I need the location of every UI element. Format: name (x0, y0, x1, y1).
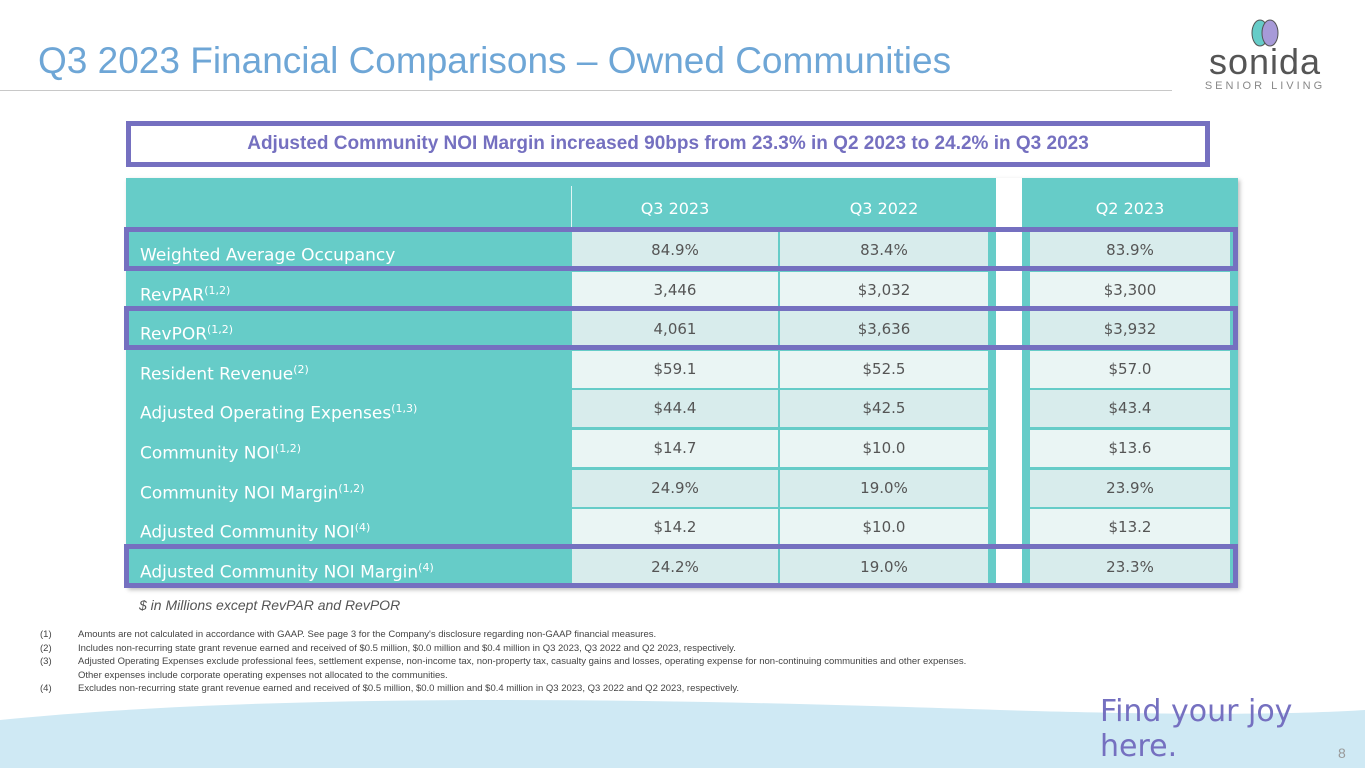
row-value: 4,061 (572, 311, 778, 349)
row-value: $3,032 (780, 271, 988, 309)
row-value: $3,300 (1030, 271, 1230, 309)
footnotes: (1) Amounts are not calculated in accorda… (40, 628, 966, 696)
table-row: Community NOI Margin(1,2) 24.9% 19.0% 23.9% (126, 469, 1238, 508)
column-gap (996, 178, 1022, 230)
column-gap (996, 230, 1022, 588)
footnote: (4) Excludes non-recurring state grant re… (40, 683, 739, 695)
row-label: RevPOR(1,2) (140, 323, 234, 345)
header-q3-2023: Q3 2023 (640, 199, 710, 218)
footnote: (3) Adjusted Operating Expenses exclude p… (40, 656, 967, 668)
leaf-icon (1251, 19, 1279, 47)
comparison-table: Q3 2023 Q3 2022 Q2 2023 Weighted Average… (126, 178, 1238, 588)
row-value: $52.5 (780, 350, 988, 388)
row-value: 19.0% (780, 469, 988, 507)
row-highlight-box (124, 227, 1238, 271)
background-wave (0, 700, 1365, 768)
row-value: $13.2 (1030, 509, 1230, 547)
table-row: Resident Revenue(2) $59.1 $52.5 $57.0 (126, 350, 1238, 389)
row-label: Community NOI Margin(1,2) (140, 481, 365, 504)
footnote: (2) Includes non-recurring state grant re… (40, 642, 736, 654)
row-value: 23.9% (1030, 469, 1230, 507)
row-value: 84.9% (572, 232, 778, 269)
title-divider (0, 90, 1172, 91)
row-value: $3,932 (1030, 311, 1230, 349)
row-label: Weighted Average Occupancy (140, 245, 396, 266)
row-value: $3,636 (780, 311, 988, 349)
header-divider (571, 186, 572, 230)
row-value: $14.7 (572, 430, 778, 467)
table-row: Community NOI(1,2) $14.7 $10.0 $13.6 (126, 430, 1238, 468)
row-value: $44.4 (572, 390, 778, 428)
row-value: $13.6 (1030, 430, 1230, 467)
sonida-logo: sonida SENIOR LIVING (1200, 18, 1330, 103)
row-label: Resident Revenue(2) (140, 362, 309, 385)
row-value: 3,446 (572, 271, 778, 309)
table-row: Adjusted Operating Expenses(1,3) $44.4 $42… (126, 390, 1238, 428)
row-value: $43.4 (1030, 390, 1230, 428)
row-highlight-box (124, 543, 1238, 588)
units-note: $ in Millions except RevPAR and RevPOR (139, 597, 401, 613)
row-value: 83.9% (1030, 232, 1230, 269)
row-value: 23.3% (1030, 548, 1230, 586)
table-row: Adjusted Community NOI Margin(4) 24.2% 19.… (126, 548, 1238, 587)
table-row: Weighted Average Occupancy 84.9% 83.4% 83.9… (126, 232, 1238, 270)
row-label: Adjusted Community NOI Margin(4) (140, 560, 434, 583)
row-label: RevPAR(1,2) (140, 283, 231, 306)
tagline: Find your joy here. (1100, 694, 1293, 764)
row-value: $10.0 (780, 430, 988, 467)
footnote: (1) Amounts are not calculated in accorda… (40, 629, 657, 640)
footnote: Other expenses include corporate operati… (78, 669, 448, 681)
row-value: $42.5 (780, 390, 988, 428)
page-title: Q3 2023 Financial Comparisons – Owned Co… (38, 40, 952, 81)
row-value: $10.0 (780, 509, 988, 547)
table-row: RevPAR(1,2) 3,446 $3,032 $3,300 (126, 271, 1238, 310)
row-value: $14.2 (572, 509, 778, 547)
highlight-banner: Adjusted Community NOI Margin increased … (126, 121, 1210, 167)
row-value: $59.1 (572, 350, 778, 388)
row-value: 24.9% (572, 469, 778, 507)
header-q3-2022: Q3 2022 (849, 199, 919, 218)
row-value: 83.4% (780, 232, 988, 269)
row-value: 24.2% (572, 548, 778, 586)
row-value: 19.0% (780, 548, 988, 586)
page-number: 8 (1338, 745, 1346, 761)
table-row: RevPOR(1,2) 4,061 $3,636 $3,932 (126, 311, 1238, 349)
row-highlight-box (124, 306, 1238, 351)
row-label: Adjusted Community NOI(4) (140, 521, 371, 543)
table-row: Adjusted Community NOI(4) $14.2 $10.0 $13.2 (126, 509, 1238, 547)
row-label: Community NOI(1,2) (140, 442, 301, 464)
row-value: $57.0 (1030, 350, 1230, 388)
row-label: Adjusted Operating Expenses(1,3) (140, 402, 418, 425)
header-q2-2023: Q2 2023 (1095, 199, 1165, 218)
